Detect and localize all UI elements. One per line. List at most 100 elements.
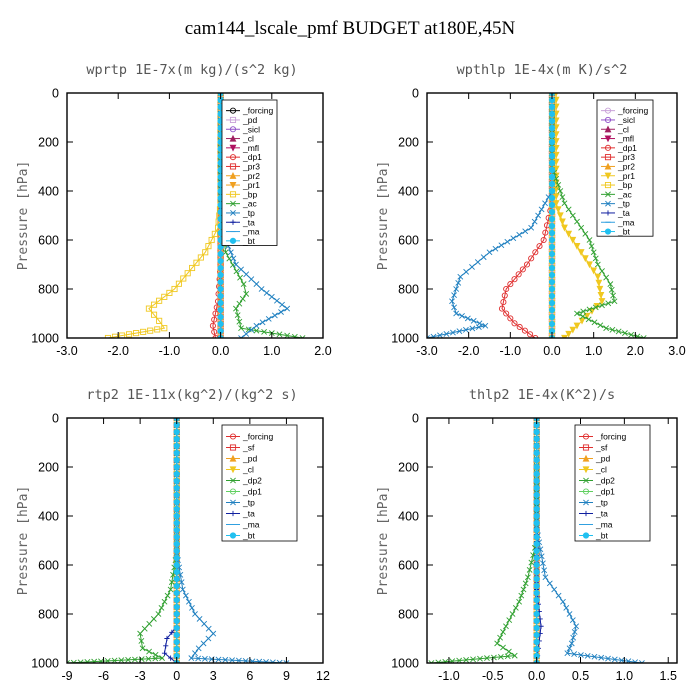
- data-point: [243, 330, 250, 337]
- y-axis-label: Pressure [hPa]: [376, 161, 391, 271]
- data-point: [640, 335, 647, 338]
- data-point: [610, 292, 617, 299]
- data-point: [598, 654, 605, 661]
- panel-title-rtp2: rtp2 1E-11x(kg^2)/(kg^2 s): [86, 387, 298, 403]
- y-tick-label: 600: [38, 234, 59, 248]
- data-point: [548, 222, 556, 230]
- data-point: [173, 435, 180, 443]
- y-tick-label: 200: [398, 136, 419, 150]
- data-point: [430, 333, 437, 338]
- data-point: [533, 484, 540, 492]
- data-point: [111, 657, 118, 663]
- y-tick-label: 0: [52, 412, 59, 426]
- data-point: [585, 316, 592, 323]
- data-point: [238, 266, 244, 273]
- data-point: [188, 655, 195, 662]
- legend-label: _sf: [595, 443, 608, 453]
- data-point: [185, 598, 192, 605]
- data-point: [167, 586, 174, 593]
- legend-marker: [604, 107, 612, 114]
- data-point: [150, 615, 157, 622]
- series-group: [428, 418, 645, 663]
- data-point: [533, 589, 540, 597]
- data-point: [548, 131, 556, 139]
- data-point: [500, 629, 506, 635]
- panel-title-thlp2: thlp2 1E-4x(K^2)/s: [468, 387, 616, 403]
- data-point: [173, 624, 180, 632]
- data-point: [533, 540, 540, 548]
- plot-frame: [426, 417, 678, 664]
- data-point: [533, 603, 540, 611]
- legend-label: _pd: [242, 115, 257, 125]
- legend-marker: [230, 499, 236, 506]
- data-point: [555, 592, 562, 599]
- y-axis-label: Pressure [hPa]: [376, 486, 391, 596]
- data-point: [138, 638, 145, 644]
- data-point: [546, 580, 553, 587]
- legend-label: _ta: [242, 509, 255, 519]
- data-point: [518, 592, 525, 599]
- data-point: [533, 638, 540, 646]
- y-tick-label: 0: [412, 412, 419, 426]
- legend-label: _ac: [617, 189, 632, 199]
- legend-marker: [229, 144, 237, 152]
- data-point: [541, 567, 548, 574]
- legend-label: _mfl: [617, 134, 634, 144]
- data-point: [591, 653, 598, 660]
- y-tick-label: 200: [38, 461, 59, 475]
- x-tick-label: -9: [61, 669, 72, 683]
- data-point: [229, 657, 236, 663]
- data-point: [456, 657, 463, 663]
- x-tick-label: 1.0: [585, 344, 602, 358]
- data-point: [164, 592, 171, 599]
- data-point: [217, 313, 224, 321]
- legend-marker: [229, 433, 237, 440]
- data-point: [579, 313, 586, 320]
- legend-marker: [229, 134, 237, 142]
- legend-label: _pd: [242, 454, 257, 464]
- y-tick-label: 800: [398, 608, 419, 622]
- data-point: [175, 280, 182, 287]
- x-tick-label: 1.0: [616, 669, 633, 683]
- plot-frame: [66, 417, 324, 664]
- y-tick-label: 0: [52, 87, 59, 101]
- legend-label: _ma: [242, 520, 260, 530]
- legend-marker: [605, 200, 611, 207]
- data-point: [538, 623, 544, 629]
- data-point: [548, 271, 556, 279]
- y-tick-label: 400: [398, 185, 419, 199]
- legend-label: _bt: [617, 227, 630, 237]
- data-point: [511, 276, 518, 283]
- data-point: [178, 579, 185, 586]
- data-point: [548, 313, 556, 321]
- data-point: [269, 659, 276, 663]
- data-point: [453, 310, 460, 317]
- series-line-pr1: [555, 93, 603, 338]
- data-point: [583, 312, 591, 320]
- data-point: [536, 243, 543, 250]
- data-point: [145, 655, 152, 662]
- legend-marker: [229, 532, 237, 539]
- data-point: [540, 236, 547, 244]
- legend-marker: [229, 107, 237, 114]
- data-point: [469, 325, 476, 332]
- data-point: [621, 330, 628, 337]
- data-point: [126, 331, 133, 338]
- legend-label: _bt: [595, 531, 608, 541]
- x-tick-label: 1.5: [660, 669, 677, 683]
- legend-marker: [229, 488, 237, 495]
- data-point: [205, 625, 212, 632]
- data-point: [533, 491, 540, 499]
- data-point: [512, 604, 519, 611]
- data-point: [173, 449, 180, 457]
- legend-label: _pr2: [617, 161, 635, 171]
- data-point: [227, 249, 234, 256]
- legend-box: [221, 424, 298, 542]
- data-point: [590, 249, 597, 256]
- legend-label: _ma: [617, 217, 635, 227]
- data-point: [195, 645, 202, 652]
- data-point: [163, 643, 169, 649]
- y-tick-label: 400: [398, 510, 419, 524]
- data-point: [455, 279, 462, 286]
- data-point: [159, 655, 166, 662]
